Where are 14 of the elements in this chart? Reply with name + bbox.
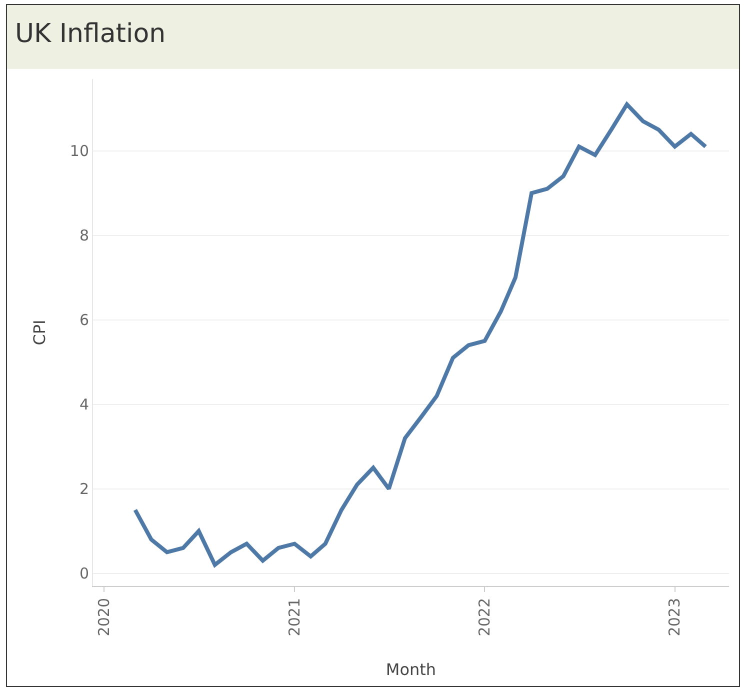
y-axis-title: CPI — [30, 320, 49, 346]
y-tick-label: 8 — [79, 226, 89, 245]
x-tick-label: 2020 — [94, 598, 113, 636]
x-tick-label: 2021 — [285, 598, 304, 636]
y-tick-label: 2 — [79, 480, 89, 498]
x-tick-label: 2022 — [476, 598, 494, 636]
line-series — [133, 102, 708, 567]
y-tick-label: 4 — [79, 396, 89, 414]
x-axis-title: Month — [386, 660, 436, 679]
y-tick-label: 0 — [79, 564, 89, 583]
chart-title: UK Inflation — [7, 5, 739, 69]
y-tick-label: 6 — [79, 311, 89, 330]
x-tick-label: 2023 — [666, 598, 684, 636]
y-tick-label: 10 — [70, 142, 89, 160]
